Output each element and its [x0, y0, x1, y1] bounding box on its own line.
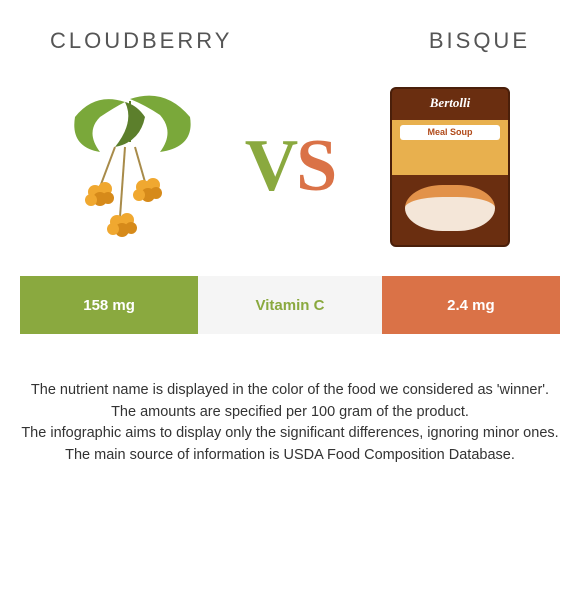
bisque-bowl-icon [405, 185, 495, 231]
bisque-image: Bertolli Meal Soup [365, 87, 535, 247]
notes: The nutrient name is displayed in the co… [0, 336, 580, 465]
note-line: The infographic aims to display only the… [20, 424, 560, 444]
vs-s: S [296, 125, 335, 207]
berry-2 [133, 178, 162, 202]
title-left: Cloudberry [50, 28, 232, 54]
note-line: The main source of information is USDA F… [20, 446, 560, 466]
bar-right-value: 2.4 mg [382, 274, 560, 336]
bisque-brand: Bertolli [392, 95, 508, 111]
vs-v: V [245, 125, 296, 207]
comparison-bar: 158 mg Vitamin C 2.4 mg [20, 274, 560, 336]
cloudberry-icon [45, 87, 215, 247]
title-right: Bisque [429, 28, 530, 54]
berry-3 [107, 213, 137, 237]
note-line: The amounts are specified per 100 gram o… [20, 403, 560, 423]
berry-1 [85, 182, 114, 206]
bar-left-value: 158 mg [20, 274, 198, 336]
note-line: The nutrient name is displayed in the co… [20, 381, 560, 401]
vs-label: VS [245, 124, 336, 209]
bisque-box-icon: Bertolli Meal Soup [390, 87, 510, 247]
images-row: VS Bertolli Meal Soup [0, 74, 580, 274]
cloudberry-image [45, 87, 215, 247]
bar-nutrient-label: Vitamin C [198, 274, 382, 336]
header: Cloudberry Bisque [0, 0, 580, 74]
bisque-subtitle: Meal Soup [400, 125, 500, 141]
